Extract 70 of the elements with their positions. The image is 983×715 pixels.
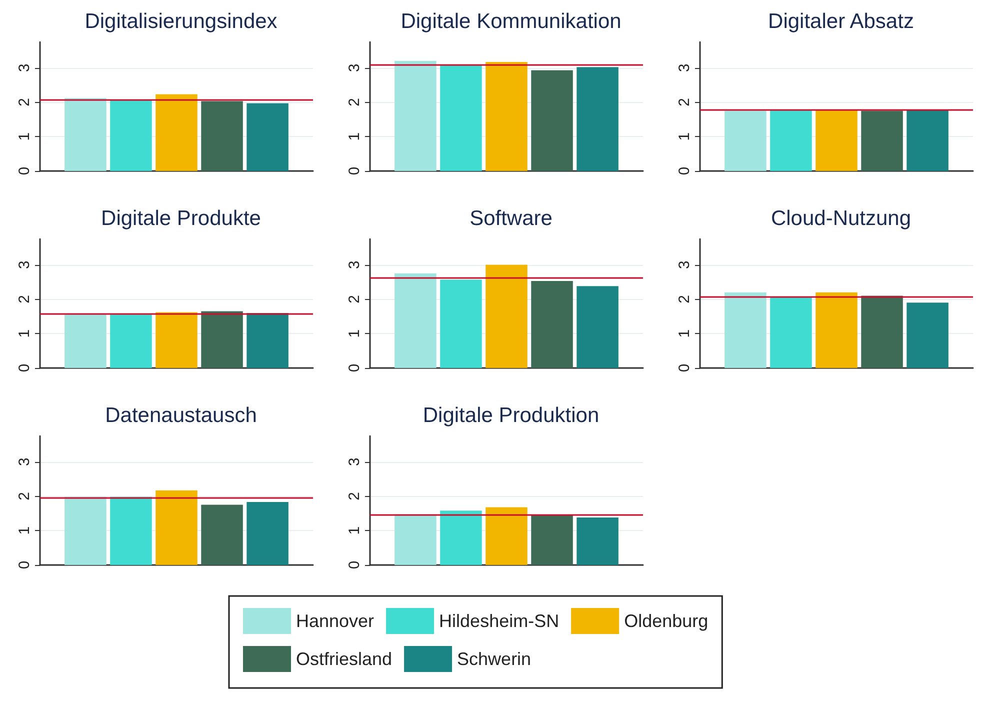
chart-title: Digitale Produkte <box>101 207 261 230</box>
bar <box>906 302 948 368</box>
y-tick-label: 3 <box>346 458 363 466</box>
y-tick-label: 0 <box>16 166 33 176</box>
bar <box>440 510 482 565</box>
bar <box>770 297 812 368</box>
chart-title: Digitalisierungsindex <box>84 10 278 33</box>
y-tick-label: 1 <box>676 329 693 338</box>
y-tick-label: 2 <box>346 295 363 304</box>
y-tick-label: 0 <box>346 560 363 570</box>
bar <box>201 504 243 565</box>
y-tick-label: 2 <box>676 98 693 106</box>
chart-title: Cloud-Nutzung <box>770 207 912 230</box>
bar <box>486 264 528 368</box>
bar <box>531 515 573 565</box>
y-tick-label: 1 <box>346 132 363 141</box>
legend-label: Hildesheim-SN <box>439 611 560 631</box>
y-tick-label: 3 <box>16 64 33 72</box>
y-tick-label: 1 <box>676 132 693 141</box>
y-tick-label: 0 <box>346 166 363 176</box>
bar <box>576 286 618 368</box>
y-tick-label: 1 <box>16 329 33 338</box>
chart-title: Datenaustausch <box>105 404 257 427</box>
y-tick-label: 0 <box>16 560 33 570</box>
y-tick-label: 0 <box>676 166 693 176</box>
bar <box>156 490 198 565</box>
y-tick-label: 0 <box>346 364 363 372</box>
y-tick-label: 1 <box>16 132 33 141</box>
bar <box>110 99 152 171</box>
bar <box>724 292 766 368</box>
bar <box>246 103 288 171</box>
y-tick-label: 2 <box>16 98 33 106</box>
y-tick-label: 2 <box>16 295 33 304</box>
chart-title: Digitale Kommunikation <box>400 10 622 33</box>
y-tick-label: 0 <box>16 364 33 372</box>
bar <box>110 496 152 565</box>
bar <box>816 292 858 368</box>
y-tick-label: 1 <box>346 329 363 338</box>
legend-label: Hannover <box>296 611 374 631</box>
y-tick-label: 3 <box>676 260 693 269</box>
y-tick-label: 2 <box>346 492 363 500</box>
y-tick-label: 2 <box>346 98 363 106</box>
bar <box>576 518 618 565</box>
legend-label: Ostfriesland <box>296 649 392 669</box>
bar <box>394 273 436 368</box>
bar <box>201 101 243 171</box>
bar <box>486 507 528 565</box>
y-tick-label: 1 <box>346 526 363 535</box>
y-tick-label: 3 <box>346 260 363 269</box>
bar <box>64 98 106 171</box>
y-tick-label: 2 <box>16 492 33 500</box>
bar <box>156 94 198 171</box>
y-tick-label: 2 <box>676 295 693 304</box>
bar <box>64 496 106 565</box>
chart-title: Digitaler Absatz <box>768 10 914 33</box>
chart-title: Software <box>470 207 552 230</box>
bar <box>531 280 573 368</box>
y-tick-label: 3 <box>346 64 363 72</box>
legend-label: Oldenburg <box>624 611 708 631</box>
legend-label: Schwerin <box>457 649 532 669</box>
y-tick-label: 3 <box>16 458 33 466</box>
bar <box>246 502 288 565</box>
y-tick-label: 1 <box>16 526 33 535</box>
y-tick-label: 3 <box>16 260 33 269</box>
bar <box>394 514 436 565</box>
y-tick-label: 3 <box>676 64 693 72</box>
y-tick-label: 0 <box>676 364 693 372</box>
bar <box>861 296 903 368</box>
chart-title: Digitale Produktion <box>422 404 600 427</box>
bar <box>440 280 482 368</box>
